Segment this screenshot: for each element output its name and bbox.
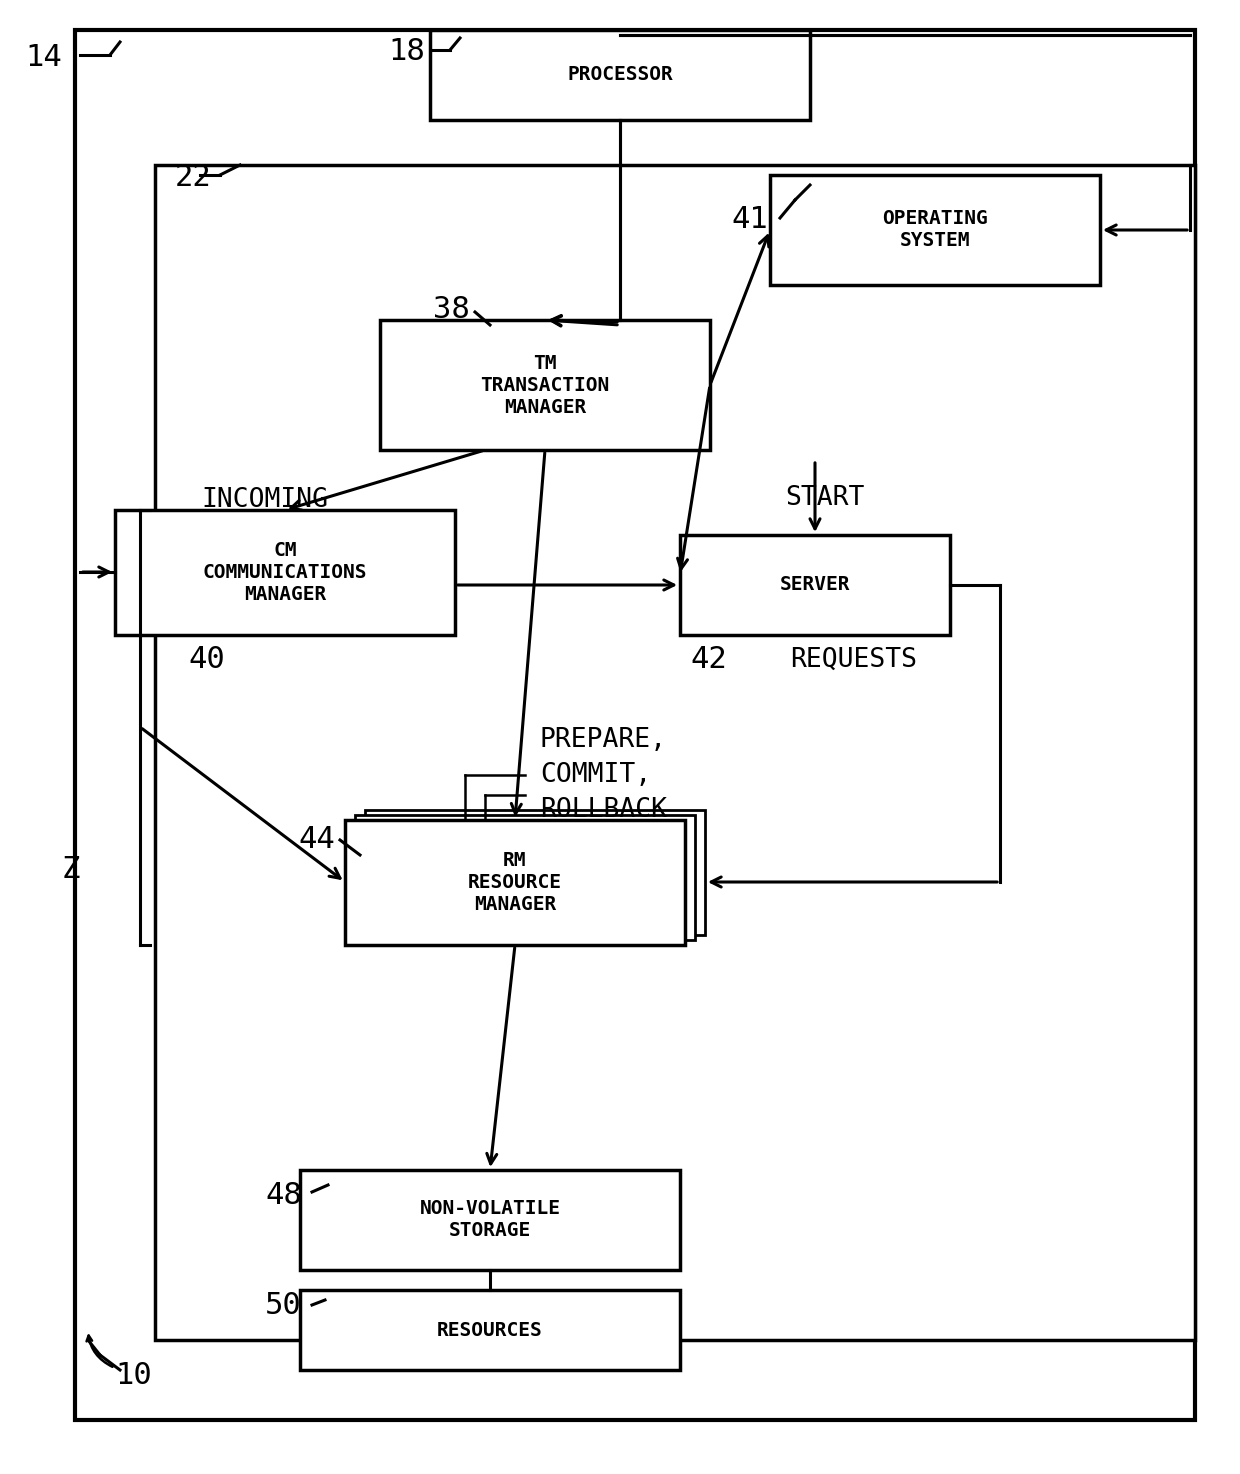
Bar [430, 29, 810, 119]
Text: 42: 42 [689, 646, 727, 675]
Text: RM
RESOURCE
MANAGER: RM RESOURCE MANAGER [467, 850, 562, 914]
Text: SERVER: SERVER [780, 575, 851, 594]
Text: Z: Z [62, 855, 81, 884]
Text: 14: 14 [25, 44, 62, 72]
Bar [345, 820, 684, 945]
Text: ROLLBACK: ROLLBACK [539, 797, 667, 822]
Text: 38: 38 [433, 295, 470, 324]
Text: 10: 10 [115, 1361, 151, 1390]
Text: INCOMING: INCOMING [201, 486, 329, 513]
Bar [355, 815, 694, 940]
Text: CM
COMMUNICATIONS
MANAGER: CM COMMUNICATIONS MANAGER [203, 541, 367, 604]
Bar [115, 510, 455, 635]
Bar [770, 175, 1100, 284]
Text: 18: 18 [388, 37, 425, 66]
Text: 48: 48 [265, 1181, 303, 1210]
Text: PREPARE,: PREPARE, [539, 727, 667, 753]
Bar [365, 811, 706, 935]
Text: NON-VOLATILE
STORAGE: NON-VOLATILE STORAGE [419, 1200, 560, 1241]
Bar [155, 165, 1195, 1340]
Bar [300, 1170, 680, 1271]
Text: 41: 41 [732, 205, 768, 234]
Text: REQUESTS: REQUESTS [790, 647, 918, 674]
Bar [300, 1290, 680, 1369]
Text: PROCESSOR: PROCESSOR [567, 65, 673, 84]
Text: 22: 22 [175, 164, 212, 193]
Text: RESOURCES: RESOURCES [438, 1321, 543, 1340]
Bar [379, 320, 711, 450]
Bar [680, 535, 950, 635]
Text: 40: 40 [188, 646, 224, 675]
Text: 50: 50 [265, 1291, 303, 1319]
Text: OPERATING
SYSTEM: OPERATING SYSTEM [882, 209, 988, 251]
Text: COMMIT,: COMMIT, [539, 762, 651, 789]
Text: TM
TRANSACTION
MANAGER: TM TRANSACTION MANAGER [480, 354, 610, 417]
Text: 44: 44 [299, 825, 335, 855]
Text: START: START [785, 485, 864, 511]
